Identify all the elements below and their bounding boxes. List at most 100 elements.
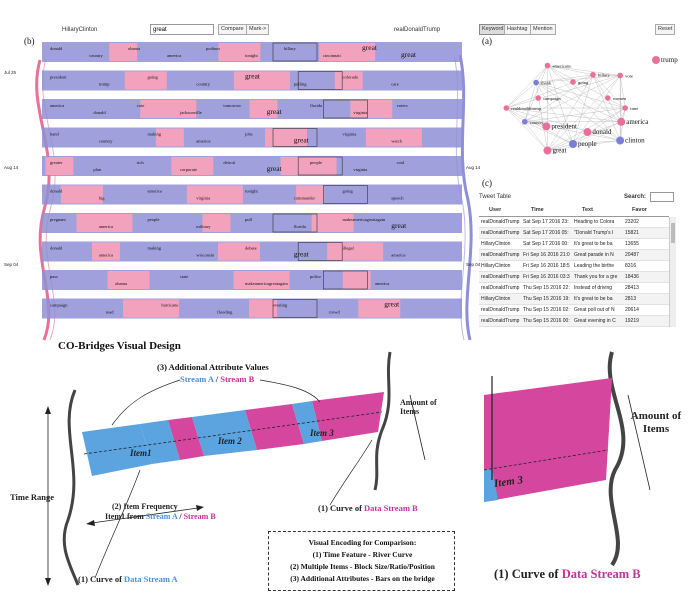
- network-node[interactable]: country: [521, 118, 544, 125]
- tweet-table-row[interactable]: realDonaldTrump Fri Sep 16 2016 21:0 Great…: [479, 250, 669, 261]
- bridge-keyword[interactable]: america: [375, 281, 389, 286]
- network-node-dot[interactable]: [622, 105, 628, 111]
- bridge-keyword[interactable]: military: [196, 224, 211, 229]
- network-node-dot[interactable]: [652, 56, 660, 64]
- network-node-dot[interactable]: [521, 118, 528, 125]
- bridge-keyword[interactable]: america: [391, 253, 405, 258]
- bridge-keyword[interactable]: america: [196, 139, 210, 144]
- bridge-keyword[interactable]: hillary: [284, 46, 296, 51]
- network-node[interactable]: time: [622, 105, 638, 111]
- bridge-keyword[interactable]: detroit: [223, 160, 235, 165]
- tweet-table-row[interactable]: realDonaldTrump Fri Sep 16 2016 03:3 Thank…: [479, 272, 669, 283]
- network-node[interactable]: vote: [617, 72, 633, 79]
- network-node[interactable]: americans: [544, 62, 571, 69]
- bridge-keyword[interactable]: america: [167, 53, 181, 58]
- bridge-keyword[interactable]: coal: [397, 160, 405, 165]
- bridge-keyword[interactable]: plan: [93, 167, 101, 172]
- bridge-keyword[interactable]: read: [106, 310, 114, 315]
- network-node-dot[interactable]: [503, 105, 510, 111]
- bridge-keyword[interactable]: obama: [128, 46, 140, 51]
- tweet-table-row[interactable]: HillaryClinton Thu Sep 15 2016 19: It's gr…: [479, 294, 669, 305]
- bridge-8[interactable]: donald america making wisconsin debate great i…: [42, 241, 462, 262]
- network-node-dot[interactable]: [543, 146, 552, 155]
- network-node[interactable]: going: [570, 79, 589, 85]
- bridge-keyword[interactable]: great: [391, 221, 407, 230]
- bridge-keyword[interactable]: illegal: [343, 246, 355, 251]
- bridge-keyword[interactable]: state: [180, 274, 188, 279]
- bridge-keyword[interactable]: police: [310, 274, 321, 279]
- bridge-keyword[interactable]: country: [99, 139, 113, 144]
- bridge-keyword[interactable]: donald: [50, 46, 63, 51]
- bridge-keyword[interactable]: great: [294, 250, 310, 259]
- bridge-keyword[interactable]: pulling: [294, 82, 308, 87]
- tweet-table-row[interactable]: realDonaldTrump Thu Sep 15 2016 00: Great …: [479, 316, 669, 327]
- network-node-dot[interactable]: [616, 136, 625, 145]
- bridge-keyword[interactable]: great: [401, 50, 417, 59]
- bridge-keyword[interactable]: big: [99, 196, 106, 201]
- network-node[interactable]: hillary: [590, 71, 610, 78]
- bridge-keyword[interactable]: making: [148, 246, 162, 251]
- bridge-keyword[interactable]: flooding: [217, 310, 233, 315]
- bridge-keyword[interactable]: cincinnati: [323, 53, 341, 58]
- mark-button[interactable]: Mark->: [246, 24, 270, 35]
- network-node-dot[interactable]: [583, 128, 592, 137]
- reset-button[interactable]: Reset: [655, 24, 676, 35]
- network-node[interactable]: realdonaldtrump: [503, 105, 542, 111]
- tweet-table-row[interactable]: HillaryClinton Sat Sep 17 2016 00: It's gr…: [479, 239, 669, 250]
- network-node[interactable]: donald: [583, 128, 612, 137]
- bridge-keyword[interactable]: podium: [206, 46, 220, 51]
- bridge-keyword[interactable]: virginia: [343, 132, 357, 137]
- network-node-dot[interactable]: [570, 79, 576, 85]
- column-header-time[interactable]: Time: [531, 207, 544, 213]
- network-node-dot[interactable]: [542, 122, 551, 131]
- bridge-keyword[interactable]: voters: [397, 103, 408, 108]
- bridge-keyword[interactable]: great: [384, 300, 400, 309]
- bridge-keyword[interactable]: great: [362, 43, 378, 52]
- bridge-keyword[interactable]: virginia: [353, 110, 367, 115]
- network-node-dot[interactable]: [617, 117, 626, 126]
- bridge-keyword[interactable]: going: [343, 189, 354, 194]
- tweet-table-row[interactable]: realDonaldTrump Sat Sep 17 2016 23: Headin…: [479, 217, 669, 228]
- tweet-table-scrollbar[interactable]: [669, 217, 676, 327]
- bridge-keyword[interactable]: campaign: [50, 303, 68, 308]
- bridge-3[interactable]: america donald vote jacksonville tomorrow gre…: [42, 99, 462, 119]
- network-node[interactable]: america: [617, 117, 649, 126]
- bridge-keyword[interactable]: vote: [137, 103, 145, 108]
- bridge-keyword[interactable]: commander: [294, 196, 316, 201]
- bridge-4[interactable]: hand country making america jobs great virgini…: [42, 127, 462, 148]
- network-node-dot[interactable]: [605, 95, 611, 101]
- tab-mention[interactable]: Mention: [530, 24, 556, 35]
- bridge-keyword[interactable]: pregnant: [50, 217, 66, 222]
- bridge-5[interactable]: greater plan rich corporate detroit great peop…: [42, 156, 462, 176]
- network-node[interactable]: thank: [533, 79, 552, 86]
- network-node[interactable]: people: [569, 140, 597, 148]
- network-node-dot[interactable]: [590, 71, 596, 78]
- bridge-keyword[interactable]: great: [245, 72, 261, 81]
- bridge-2[interactable]: president trump going country great pulling co…: [42, 70, 462, 91]
- scrollbar-thumb[interactable]: [671, 223, 675, 243]
- bridge-keyword[interactable]: greater: [50, 160, 63, 165]
- column-header-favor[interactable]: Favor: [632, 207, 647, 213]
- bridge-keyword[interactable]: great: [267, 107, 283, 116]
- bridge-9[interactable]: pass obama state makeamericagreatagain polic…: [42, 270, 462, 290]
- bridge-7[interactable]: pregnant america people military pull florida…: [42, 213, 462, 233]
- network-node-dot[interactable]: [617, 72, 623, 79]
- bridge-keyword[interactable]: people: [310, 160, 322, 165]
- bridge-keyword[interactable]: rich: [137, 160, 145, 165]
- bridge-keyword[interactable]: florida: [310, 103, 322, 108]
- tweet-table-row[interactable]: realDonaldTrump Thu Sep 15 2016 22: Instea…: [479, 283, 669, 294]
- bridge-keyword[interactable]: florida: [294, 224, 306, 229]
- bridge-keyword[interactable]: great: [294, 136, 310, 145]
- bridge-keyword[interactable]: donald: [50, 246, 63, 251]
- bridge-keyword[interactable]: makeamericagreatagain: [245, 281, 288, 286]
- bridge-keyword[interactable]: jacksonville: [179, 110, 202, 115]
- bridge-keyword[interactable]: great: [267, 164, 283, 173]
- tweet-table-row[interactable]: realDonaldTrump Sat Sep 17 2016 05: "Donal…: [479, 228, 669, 239]
- bridge-keyword[interactable]: pass: [50, 274, 58, 279]
- tweet-table-row[interactable]: realDonaldTrump Thu Sep 15 2016 02: Great …: [479, 305, 669, 316]
- column-header-text[interactable]: Text: [582, 207, 593, 213]
- network-node[interactable]: clinton: [616, 136, 645, 145]
- bridge-keyword[interactable]: country: [89, 53, 103, 58]
- bridge-keyword[interactable]: speech: [391, 196, 404, 201]
- bridge-keyword[interactable]: hurricane: [161, 303, 178, 308]
